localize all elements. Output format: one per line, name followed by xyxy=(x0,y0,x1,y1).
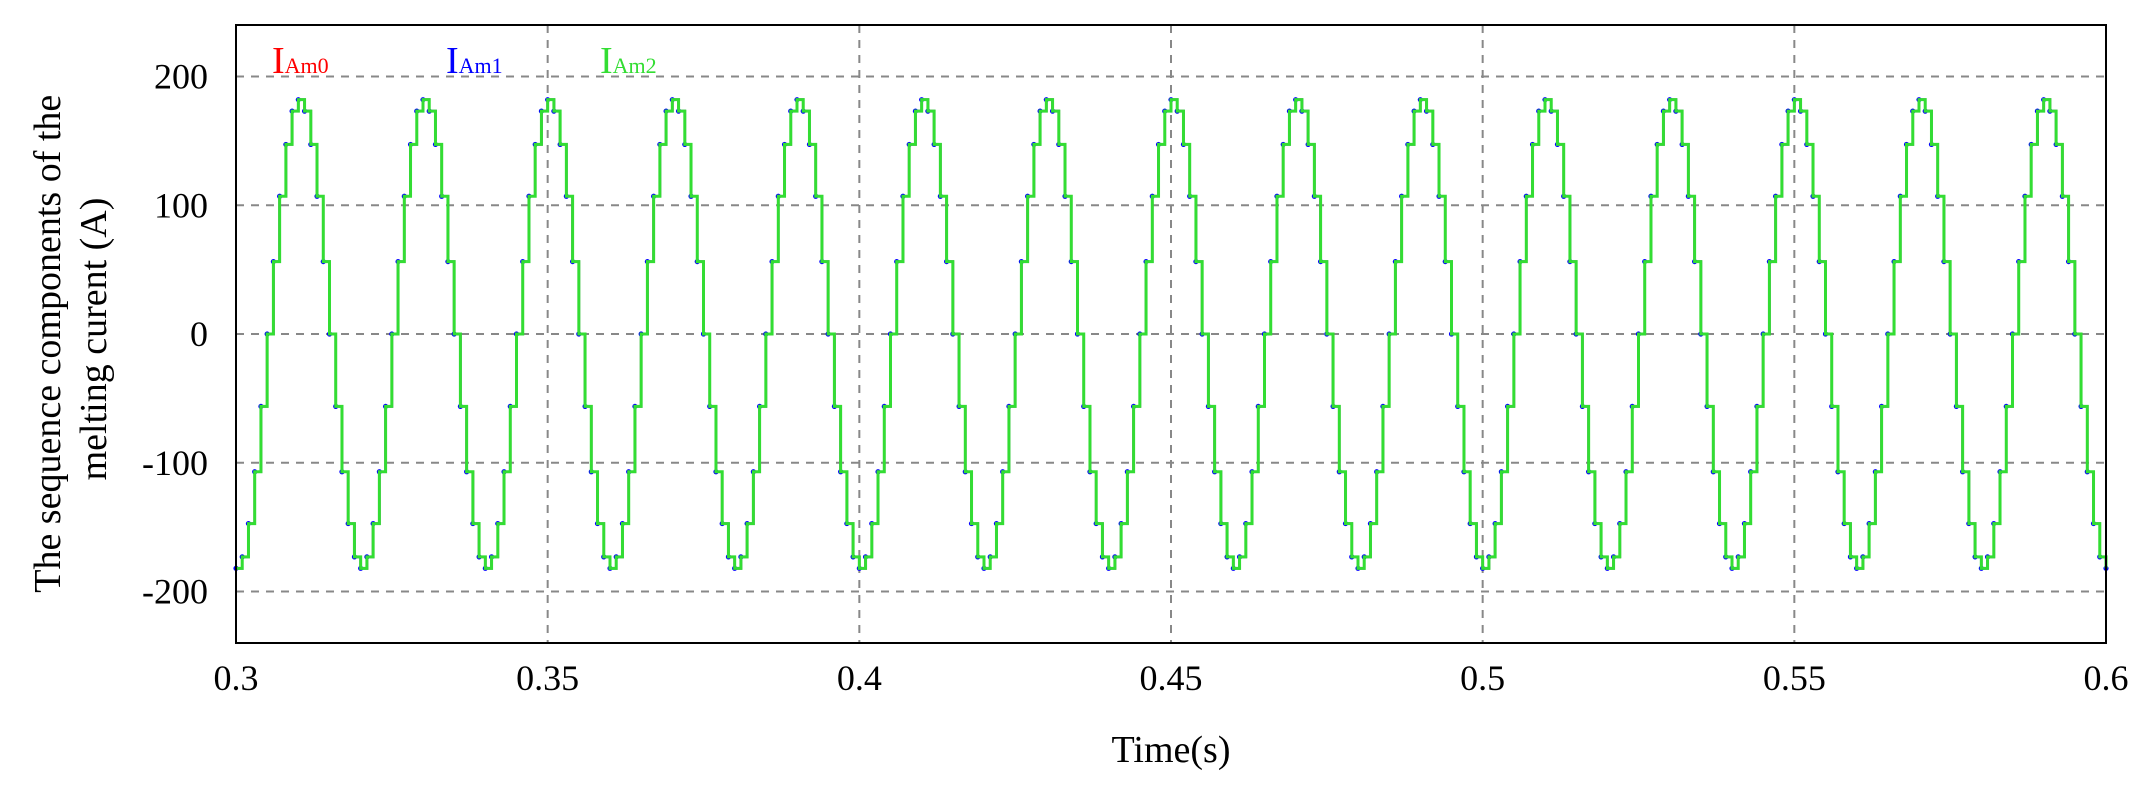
x-axis-label: Time(s) xyxy=(1112,729,1231,771)
y-tick-label: -100 xyxy=(142,443,208,483)
series-lines xyxy=(233,97,2109,571)
legend-entry-am0: IAm0 xyxy=(272,40,329,82)
y-axis-label-line-1: The sequence components of the xyxy=(27,95,69,593)
legend: IAm0 IAm1 IAm2 xyxy=(272,40,657,82)
series-line-am2 xyxy=(236,98,2108,570)
y-axis-label: The sequence components of the melting c… xyxy=(27,85,115,593)
x-tick-label: 0.55 xyxy=(1763,658,1826,698)
x-tick-label: 0.35 xyxy=(516,658,579,698)
legend-entry-am2: IAm2 xyxy=(600,40,657,82)
x-tick-label: 0.6 xyxy=(2084,658,2129,698)
y-tick-label: 100 xyxy=(154,185,208,225)
y-tick-label: -200 xyxy=(142,572,208,612)
x-tick-label: 0.4 xyxy=(837,658,882,698)
y-axis-ticks: -200 -100 0 100 200 xyxy=(142,57,208,612)
x-tick-label: 0.45 xyxy=(1140,658,1203,698)
plot-frame xyxy=(235,24,2107,644)
x-tick-label: 0.5 xyxy=(1460,658,1505,698)
y-axis-label-line-2: melting curent (A) xyxy=(73,198,115,481)
grid-lines xyxy=(236,25,2106,643)
legend-entry-am1: IAm1 xyxy=(446,40,503,82)
x-tick-label: 0.3 xyxy=(214,658,259,698)
y-tick-label: 200 xyxy=(154,57,208,97)
x-axis-ticks: 0.3 0.35 0.4 0.45 0.5 0.55 0.6 xyxy=(214,658,2129,698)
y-tick-label: 0 xyxy=(190,314,208,354)
